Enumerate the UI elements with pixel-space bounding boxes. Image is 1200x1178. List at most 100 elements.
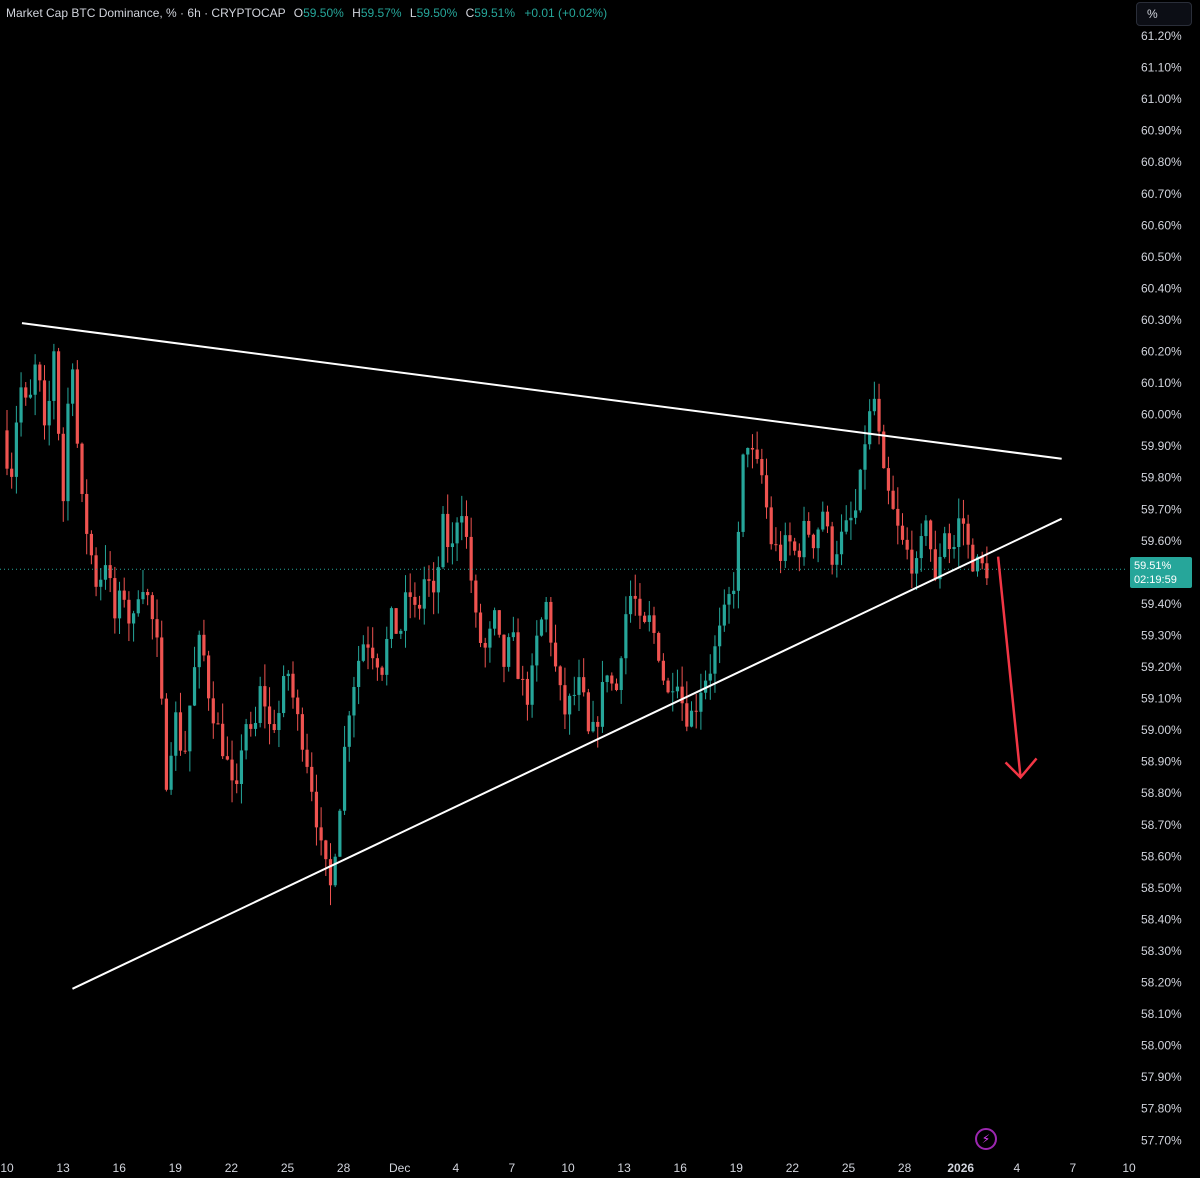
candle-body xyxy=(638,598,642,616)
candle-body xyxy=(375,658,379,668)
candle-body xyxy=(263,686,267,707)
candle-body xyxy=(680,686,684,704)
bar-countdown: 02:19:59 xyxy=(1134,574,1177,586)
candle-body xyxy=(85,493,89,534)
candle-body xyxy=(835,554,839,565)
open-label: O xyxy=(293,6,304,20)
y-tick-label: 60.10% xyxy=(1141,376,1182,390)
candle-body xyxy=(736,531,740,591)
candle-body xyxy=(399,630,403,634)
x-tick-label: 22 xyxy=(225,1161,239,1175)
resistance-trendline[interactable] xyxy=(21,322,1062,460)
candle-body xyxy=(497,610,501,635)
y-tick-label: 59.20% xyxy=(1141,660,1182,674)
x-tick-label: 28 xyxy=(337,1161,351,1175)
candle-body xyxy=(507,637,511,667)
candle-body xyxy=(600,682,605,727)
open-value: 59.50% xyxy=(303,6,344,20)
candle-body xyxy=(746,447,750,455)
y-tick-label: 60.50% xyxy=(1141,250,1182,264)
candle-body xyxy=(89,533,93,556)
candle-body xyxy=(675,686,680,692)
candle-body xyxy=(572,694,576,696)
candle-body xyxy=(966,523,970,545)
candle-body xyxy=(272,724,276,731)
x-tick-label: 10 xyxy=(561,1161,575,1175)
percent-scale-button[interactable]: % xyxy=(1136,2,1192,26)
candle-body xyxy=(849,517,853,521)
candle-body xyxy=(108,565,112,579)
candle-body xyxy=(310,766,314,792)
projection-arrow-shaft[interactable] xyxy=(996,556,1022,778)
candle-body xyxy=(868,411,872,445)
candle-body xyxy=(221,723,225,757)
lightning-bolt-icon[interactable]: ⚡ xyxy=(975,1128,997,1150)
x-tick-label: 13 xyxy=(617,1161,631,1175)
candle-body xyxy=(464,516,469,537)
candle-body xyxy=(882,431,886,469)
candle-body xyxy=(643,615,647,622)
candle-body xyxy=(113,578,117,619)
candle-body xyxy=(929,520,933,550)
candle-body xyxy=(661,660,665,681)
candle-body xyxy=(957,518,961,548)
candle-body xyxy=(521,678,525,680)
candle-body xyxy=(947,533,951,550)
y-tick-label: 59.10% xyxy=(1141,692,1182,706)
candle-body xyxy=(910,549,914,574)
candle-body xyxy=(732,590,736,595)
candle-body xyxy=(366,644,370,648)
candle-body xyxy=(624,614,628,659)
candle-body xyxy=(183,750,187,752)
candle-body xyxy=(188,705,192,752)
candle-body xyxy=(539,619,544,636)
candle-body xyxy=(99,579,103,587)
candle-body xyxy=(502,634,506,667)
candle-body xyxy=(558,666,562,686)
candle-body xyxy=(42,380,47,426)
candle-body xyxy=(47,400,51,426)
candle-body xyxy=(563,685,567,715)
y-tick-label: 59.40% xyxy=(1141,597,1182,611)
x-tick-label: 25 xyxy=(842,1161,856,1175)
candle-body xyxy=(380,667,384,675)
candle-body xyxy=(328,859,333,886)
candle-body xyxy=(56,351,61,434)
candle-body xyxy=(689,710,694,727)
candle-body xyxy=(619,658,623,691)
x-tick-label: 13 xyxy=(56,1161,70,1175)
y-tick-label: 58.90% xyxy=(1141,755,1182,769)
y-tick-label: 59.30% xyxy=(1141,628,1182,642)
candle-body xyxy=(385,638,389,675)
candle-body xyxy=(371,647,375,659)
candle-body xyxy=(614,683,619,691)
candle-body xyxy=(136,599,140,614)
candle-body xyxy=(652,615,656,633)
candle-body xyxy=(530,665,534,705)
support-trendline[interactable] xyxy=(72,517,1063,990)
candle-body xyxy=(127,599,131,624)
candle-body xyxy=(342,746,347,811)
candle-body xyxy=(178,712,183,751)
last-price-value: 59.51% xyxy=(1134,560,1172,572)
candle-body xyxy=(150,595,154,620)
candle-body xyxy=(352,687,356,716)
y-tick-label: 59.00% xyxy=(1141,723,1182,737)
high-label: H xyxy=(352,6,361,20)
y-tick-label: 60.20% xyxy=(1141,345,1182,359)
candle-body xyxy=(797,550,801,558)
low-value: 59.50% xyxy=(416,6,458,20)
candle-body xyxy=(488,628,492,648)
high-value: 59.57% xyxy=(360,6,402,20)
candle-body xyxy=(14,422,18,477)
candle-body xyxy=(553,642,558,667)
candle-body xyxy=(19,387,23,423)
candle-body xyxy=(408,592,412,597)
candle-body xyxy=(436,567,440,593)
candle-body xyxy=(239,750,244,784)
candle-body xyxy=(117,590,122,619)
candle-body xyxy=(230,759,234,781)
x-tick-label: 16 xyxy=(113,1161,127,1175)
x-tick-label: 19 xyxy=(169,1161,183,1175)
